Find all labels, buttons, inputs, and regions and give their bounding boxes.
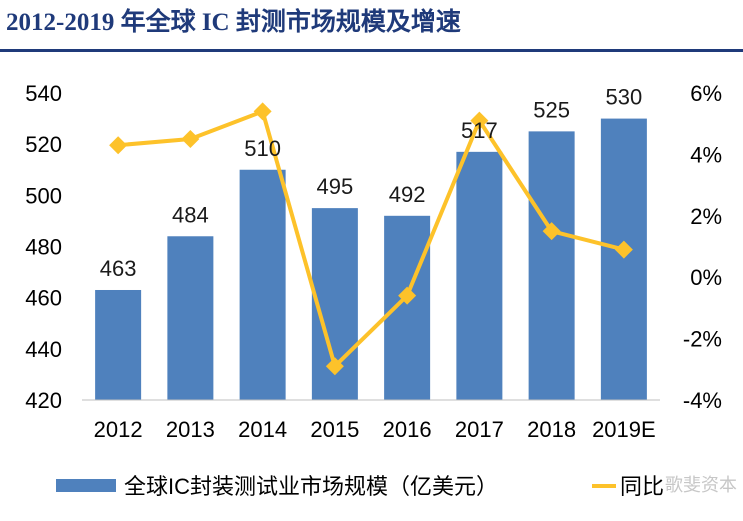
bar-data-labels: 463 484 510 495 492 517 525 530 <box>100 85 642 281</box>
growth-line <box>117 109 625 369</box>
x-tick-label: 2013 <box>166 417 215 442</box>
legend: 全球IC封装测试业市场规模（亿美元） 同比 歌斐资本 <box>0 465 743 510</box>
growth-marker-2014 <box>253 102 272 121</box>
watermark-text: 歌斐资本 <box>665 475 737 495</box>
growth-marker-2013 <box>181 130 200 149</box>
x-tick-label: 2017 <box>455 417 504 442</box>
growth-marker-2015 <box>325 357 344 376</box>
title-underline <box>0 49 743 52</box>
bar-data-label: 517 <box>461 118 498 143</box>
left-axis-ticks: 420 440 460 480 500 520 540 <box>25 81 62 413</box>
chart-title: 2012-2019 年全球 IC 封测市场规模及增速 <box>6 9 461 36</box>
growth-marker-2017 <box>470 111 489 130</box>
left-tick-label: 460 <box>25 286 62 311</box>
left-tick-label: 520 <box>25 132 62 157</box>
right-tick-label: 0% <box>690 265 722 290</box>
left-tick-label: 500 <box>25 183 62 208</box>
x-tick-label: 2019E <box>592 417 656 442</box>
combo-chart: 420 440 460 480 500 520 540 -4% -2% 0% 2% 4% 6% 201… <box>25 81 722 442</box>
legend-swatch-line <box>592 484 616 488</box>
growth-marker-2012 <box>109 136 128 155</box>
x-tick-label: 2018 <box>527 417 576 442</box>
legend-label-line: 同比 <box>620 474 665 499</box>
bar-2018 <box>528 131 575 400</box>
right-tick-label: -4% <box>683 388 722 413</box>
left-tick-label: 540 <box>25 81 62 106</box>
x-tick-label: 2014 <box>238 417 287 442</box>
left-tick-label: 420 <box>25 388 62 413</box>
bar-data-label: 484 <box>172 202 209 227</box>
bar-2013 <box>167 236 214 400</box>
bar-data-label: 525 <box>533 97 570 122</box>
bar-2019E <box>600 118 647 400</box>
bar-data-label: 530 <box>606 85 643 110</box>
bar-2014 <box>239 169 286 400</box>
x-tick-label: 2012 <box>94 417 143 442</box>
right-axis-ticks: -4% -2% 0% 2% 4% 6% <box>683 81 722 413</box>
bar-series <box>95 118 647 400</box>
right-tick-label: 6% <box>690 81 722 106</box>
legend-label-bar: 全球IC封装测试业市场规模（亿美元） <box>124 474 499 499</box>
legend-swatch-bar <box>56 479 116 492</box>
bar-2017 <box>456 151 503 400</box>
bar-2016 <box>384 215 431 400</box>
x-axis-ticks: 2012 2013 2014 2015 2016 2017 2018 2019E <box>94 417 656 442</box>
right-tick-label: -2% <box>683 327 722 352</box>
growth-line-series <box>109 102 633 376</box>
left-tick-label: 440 <box>25 337 62 362</box>
growth-marker-2019E <box>614 240 633 259</box>
growth-marker-2016 <box>398 286 417 305</box>
right-tick-label: 4% <box>690 142 722 167</box>
growth-marker-2018 <box>542 222 561 241</box>
bar-data-label: 495 <box>317 174 354 199</box>
left-tick-label: 480 <box>25 235 62 260</box>
x-tick-label: 2015 <box>310 417 359 442</box>
bar-data-label: 463 <box>100 256 137 281</box>
right-tick-label: 2% <box>690 204 722 229</box>
bar-data-label: 510 <box>244 136 281 161</box>
x-tick-label: 2016 <box>383 417 432 442</box>
bar-2012 <box>95 289 142 400</box>
bar-data-label: 492 <box>389 182 426 207</box>
